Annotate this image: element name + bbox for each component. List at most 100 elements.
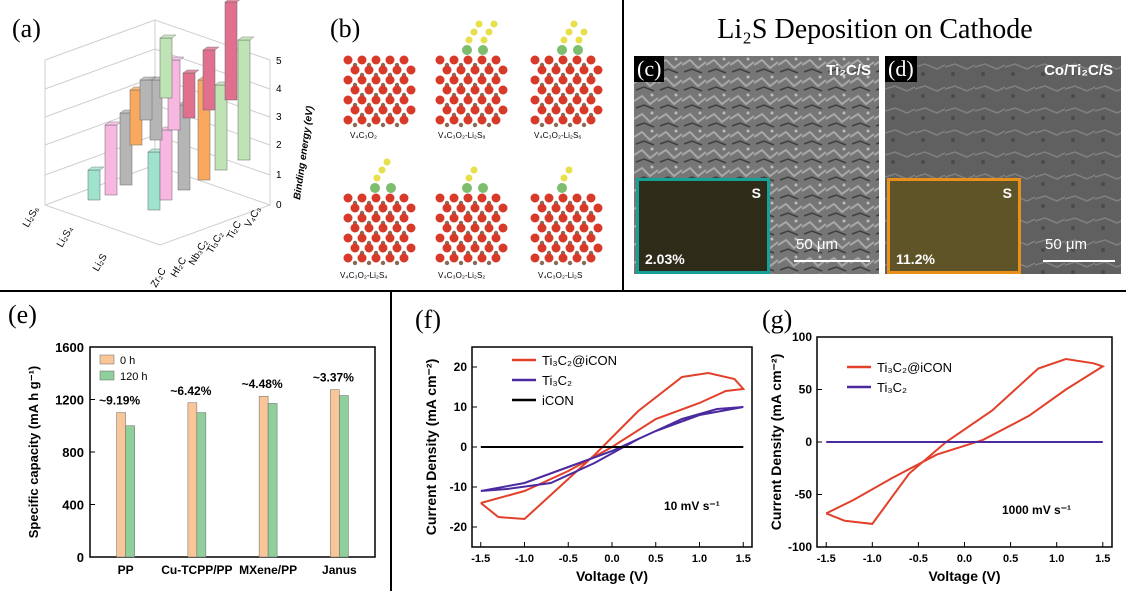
oxygen-atom	[343, 193, 353, 203]
oxygen-atom	[456, 85, 466, 95]
oxygen-atom	[456, 203, 466, 213]
sulfur-atom	[465, 174, 473, 182]
structure-label: V₄C₃O₂-Li₂S₈	[438, 131, 486, 140]
oxygen-atom	[477, 95, 487, 105]
oxygen-atom	[558, 55, 568, 65]
y-tick-label: -50	[795, 488, 813, 502]
oxygen-atom	[350, 105, 360, 115]
x-tick-label: -1.0	[863, 553, 882, 565]
oxygen-atom	[470, 203, 480, 213]
material-label: Hf₂C	[169, 256, 189, 280]
oxygen-atom	[477, 75, 487, 85]
carbon-atom	[486, 122, 492, 128]
oxygen-atom	[593, 65, 603, 75]
oxygen-atom	[435, 115, 445, 125]
y-tick-label: 0	[805, 435, 812, 449]
oxygen-atom	[593, 223, 603, 233]
oxygen-atom	[364, 203, 374, 213]
oxygen-atom	[484, 223, 494, 233]
oxygen-atom	[357, 253, 367, 263]
binding-energy-bar	[202, 49, 216, 111]
oxygen-atom	[572, 193, 582, 203]
sulfur-atom	[465, 36, 473, 44]
oxygen-atom	[399, 213, 409, 223]
eds-inset-element: S	[751, 185, 761, 201]
oxygen-atom	[357, 193, 367, 203]
oxygen-atom	[498, 65, 508, 75]
oxygen-atom	[579, 105, 589, 115]
oxygen-atom	[551, 85, 561, 95]
sulfur-atom	[570, 20, 578, 28]
oxygen-atom	[385, 115, 395, 125]
oxygen-atom	[406, 65, 416, 75]
legend-label: 120 h	[120, 371, 148, 383]
oxygen-atom	[406, 203, 416, 213]
z-tick: 5	[276, 56, 282, 67]
binding-energy-bar-top	[237, 36, 255, 41]
oxygen-atom	[579, 223, 589, 233]
oxygen-atom	[399, 95, 409, 105]
material-label: Ti₂C	[225, 219, 244, 241]
lithium-atom	[386, 183, 396, 193]
oxygen-atom	[530, 95, 540, 105]
y-axis-label: Current Density (mA cm⁻²)	[768, 354, 784, 530]
oxygen-atom	[484, 243, 494, 253]
oxygen-atom	[530, 213, 540, 223]
sulfur-atom	[565, 166, 573, 174]
species-label: Li₂S₆	[21, 205, 42, 230]
legend-label: iCON	[542, 393, 574, 408]
y-tick-label: 50	[799, 383, 813, 397]
oxygen-atom	[558, 95, 568, 105]
x-tick-label: -0.5	[909, 553, 928, 565]
oxygen-atom	[491, 193, 501, 203]
x-axis-label: Voltage (V)	[928, 568, 1000, 584]
oxygen-atom	[385, 95, 395, 105]
oxygen-atom	[579, 203, 589, 213]
carbon-atom	[380, 260, 386, 266]
x-tick-label: 1.0	[692, 553, 707, 565]
scale-bar-d	[1043, 260, 1115, 262]
x-tick-label: -1.5	[817, 553, 836, 565]
x-tick-label: -0.5	[559, 553, 578, 565]
oxygen-atom	[392, 105, 402, 115]
x-tick-label: 0.5	[648, 553, 663, 565]
panel-label-g: (g)	[762, 305, 793, 334]
oxygen-atom	[491, 95, 501, 105]
carbon-atom	[380, 122, 386, 128]
panel-a-3d-bar-chart: 0 1 2 3 4 5 Binding energy (eV) Li₂S₆ Li…	[21, 0, 316, 290]
scale-label-c: 50 μm	[796, 236, 838, 253]
oxygen-atom	[385, 55, 395, 65]
oxygen-atom	[463, 213, 473, 223]
oxygen-atom	[378, 223, 388, 233]
sem-image-d: (d) Co/Ti₂C/S S 11.2% 50 μm	[885, 56, 1121, 274]
oxygen-atom	[593, 85, 603, 95]
oxygen-atom	[544, 253, 554, 263]
oxygen-atom	[371, 75, 381, 85]
oxygen-atom	[551, 223, 561, 233]
oxygen-atom	[364, 105, 374, 115]
oxygen-atom	[343, 95, 353, 105]
oxygen-atom	[586, 75, 596, 85]
x-tick-label: 0.5	[1003, 553, 1018, 565]
carbon-atom	[458, 260, 464, 266]
oxygen-atom	[484, 85, 494, 95]
y-tick-label: -10	[450, 480, 468, 494]
binding-energy-bar-top	[139, 76, 157, 81]
oxygen-atom	[558, 193, 568, 203]
oxygen-atom	[442, 203, 452, 213]
oxygen-atom	[470, 85, 480, 95]
sulfur-atom	[485, 28, 493, 36]
carbon-atom	[472, 260, 478, 266]
sulfur-atom	[490, 20, 498, 28]
oxygen-atom	[579, 85, 589, 95]
binding-energy-bar	[159, 37, 173, 99]
carbon-atom	[394, 260, 400, 266]
oxygen-atom	[371, 95, 381, 105]
oxygen-atom	[442, 65, 452, 75]
oxygen-atom	[378, 203, 388, 213]
carbon-atom	[553, 122, 559, 128]
oxygen-atom	[399, 75, 409, 85]
oxygen-atom	[449, 233, 459, 243]
binding-energy-bar-top	[182, 69, 200, 74]
capacity-bar	[196, 412, 207, 558]
